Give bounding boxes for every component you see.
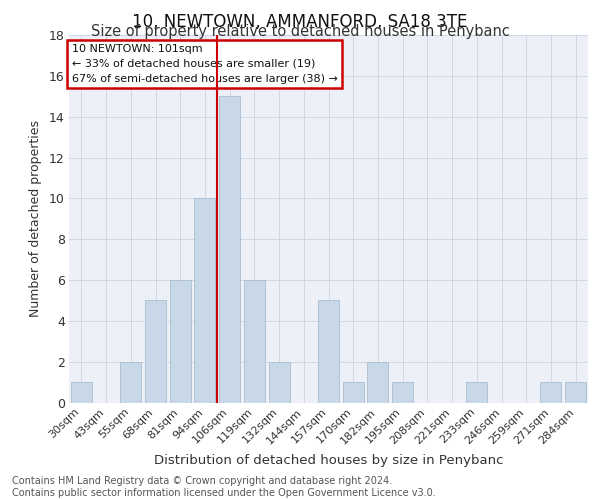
Text: 10 NEWTOWN: 101sqm
← 33% of detached houses are smaller (19)
67% of semi-detache: 10 NEWTOWN: 101sqm ← 33% of detached hou… bbox=[71, 44, 337, 84]
Bar bbox=[466, 382, 487, 402]
Bar bbox=[219, 96, 240, 403]
Bar bbox=[565, 382, 586, 402]
Bar bbox=[269, 362, 290, 403]
Text: Size of property relative to detached houses in Penybanc: Size of property relative to detached ho… bbox=[91, 24, 509, 39]
Bar bbox=[343, 382, 364, 402]
Bar bbox=[244, 280, 265, 402]
Bar bbox=[120, 362, 141, 403]
Bar bbox=[71, 382, 92, 402]
Bar bbox=[194, 198, 215, 402]
Bar bbox=[367, 362, 388, 403]
Text: 10, NEWTOWN, AMMANFORD, SA18 3TE: 10, NEWTOWN, AMMANFORD, SA18 3TE bbox=[133, 13, 467, 31]
Bar bbox=[145, 300, 166, 402]
Bar bbox=[541, 382, 562, 402]
Text: Contains HM Land Registry data © Crown copyright and database right 2024.
Contai: Contains HM Land Registry data © Crown c… bbox=[12, 476, 436, 498]
Bar bbox=[318, 300, 339, 402]
Bar bbox=[392, 382, 413, 402]
X-axis label: Distribution of detached houses by size in Penybanc: Distribution of detached houses by size … bbox=[154, 454, 503, 467]
Bar bbox=[170, 280, 191, 402]
Y-axis label: Number of detached properties: Number of detached properties bbox=[29, 120, 42, 318]
